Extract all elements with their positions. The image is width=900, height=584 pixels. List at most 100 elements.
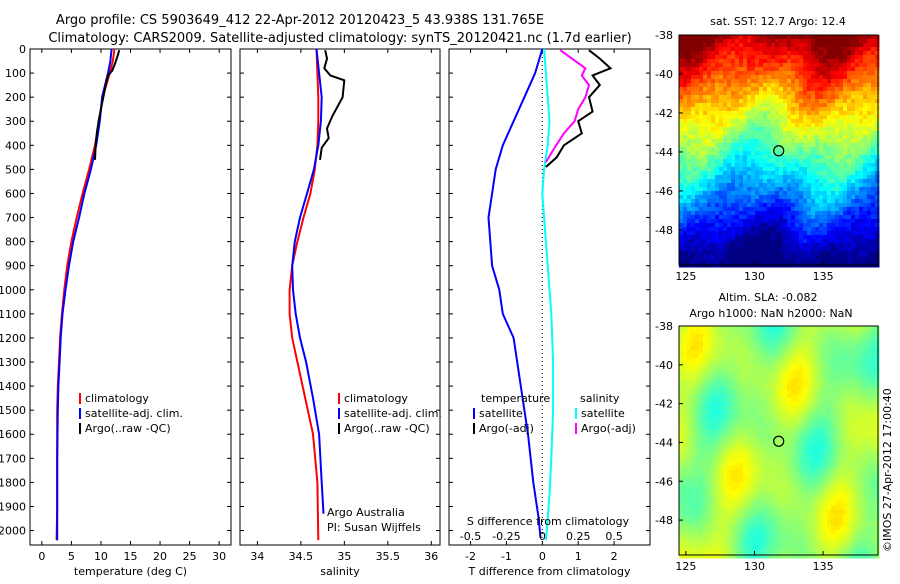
map-cell — [719, 422, 724, 427]
map-cell — [863, 67, 868, 72]
map-cell — [759, 147, 764, 152]
map-cell — [767, 434, 772, 439]
map-cell — [743, 179, 748, 184]
map-cell — [815, 47, 820, 52]
map-cell — [743, 422, 748, 427]
map-cell — [827, 223, 832, 228]
map-cell — [731, 326, 736, 331]
map-cell — [735, 422, 740, 427]
map-cell — [823, 207, 828, 212]
map-cell — [819, 63, 824, 68]
map-cell — [731, 382, 736, 387]
map-cell — [743, 458, 748, 463]
map-cell — [839, 43, 844, 48]
map-cell — [759, 466, 764, 471]
map-cell — [735, 259, 740, 264]
map-cell — [763, 75, 768, 80]
map-cell — [763, 43, 768, 48]
map-cell — [687, 211, 692, 216]
map-cell — [703, 414, 708, 419]
map-cell — [843, 167, 848, 172]
map-cell — [803, 330, 808, 335]
map-cell — [847, 259, 852, 264]
map-cell — [803, 374, 808, 379]
map-cell — [747, 346, 752, 351]
map-cell — [847, 191, 852, 196]
map-cell — [787, 143, 792, 148]
map-cell — [839, 374, 844, 379]
map-cell — [779, 51, 784, 56]
map-cell — [735, 350, 740, 355]
map-cell — [723, 239, 728, 244]
map-cell — [803, 127, 808, 132]
map-cell — [703, 434, 708, 439]
map-cell — [815, 167, 820, 172]
map-cell — [807, 195, 812, 200]
map-cell — [867, 458, 872, 463]
map-cell — [771, 374, 776, 379]
map-cell — [835, 334, 840, 339]
map-cell — [699, 103, 704, 108]
map-cell — [791, 358, 796, 363]
map-cell — [771, 139, 776, 144]
map-cell — [875, 446, 880, 451]
map-cell — [811, 231, 816, 236]
map-cell — [847, 346, 852, 351]
map-cell — [859, 167, 864, 172]
map-cell — [875, 342, 880, 347]
map-cell — [747, 35, 752, 40]
map-cell — [735, 55, 740, 60]
map-cell — [807, 119, 812, 124]
map-cell — [691, 438, 696, 443]
map-cell — [807, 231, 812, 236]
depth-tick-label: 1800 — [0, 476, 26, 489]
map-cell — [695, 95, 700, 100]
map-cell — [767, 410, 772, 415]
map-cell — [831, 203, 836, 208]
map-cell — [747, 195, 752, 200]
map-cell — [735, 458, 740, 463]
map-cell — [691, 215, 696, 220]
map-cell — [767, 59, 772, 64]
map-cell — [803, 227, 808, 232]
map-cell — [807, 462, 812, 467]
map-cell — [823, 151, 828, 156]
map-cell — [807, 83, 812, 88]
map-cell — [707, 342, 712, 347]
map-cell — [751, 450, 756, 455]
map-cell — [811, 59, 816, 64]
map-cell — [835, 406, 840, 411]
map-cell — [799, 139, 804, 144]
map-cell — [839, 107, 844, 112]
map-cell — [731, 87, 736, 92]
map-cell — [707, 422, 712, 427]
map-cell — [787, 103, 792, 108]
map-cell — [755, 71, 760, 76]
map-cell — [827, 115, 832, 120]
map-cell — [751, 51, 756, 56]
map-cell — [707, 91, 712, 96]
map-cell — [715, 434, 720, 439]
map-cell — [831, 354, 836, 359]
map-cell — [703, 362, 708, 367]
map-cell — [695, 187, 700, 192]
map-cell — [683, 398, 688, 403]
map-cell — [791, 199, 796, 204]
map-cell — [855, 51, 860, 56]
map-cell — [855, 91, 860, 96]
map-cell — [699, 87, 704, 92]
map-cell — [803, 159, 808, 164]
map-cell — [691, 143, 696, 148]
map-cell — [871, 59, 876, 64]
map-cell — [691, 139, 696, 144]
map-cell — [835, 43, 840, 48]
map-cell — [871, 215, 876, 220]
map-cell — [811, 195, 816, 200]
map-cell — [823, 71, 828, 76]
map-cell — [747, 398, 752, 403]
map-cell — [819, 179, 824, 184]
map-cell — [735, 470, 740, 475]
map-cell — [711, 426, 716, 431]
map-cell — [687, 123, 692, 128]
map-cell — [695, 107, 700, 112]
